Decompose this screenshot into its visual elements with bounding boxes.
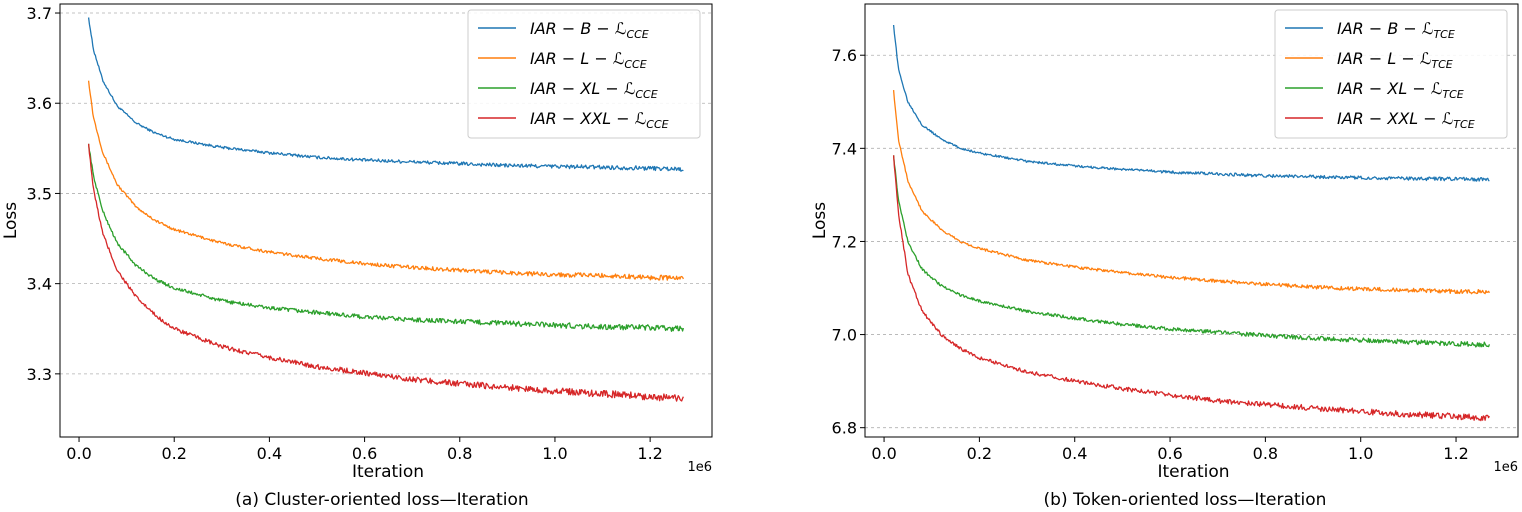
x-tick-label: 0.0 (66, 444, 91, 463)
figure-caption: (a) Cluster-oriented loss—Iteration (235, 490, 528, 510)
x-tick-label: 0.2 (967, 444, 992, 463)
series-line-iar-xxl (892, 155, 1490, 422)
series-line-iar-xl (892, 155, 1491, 348)
plot-frame (864, 3, 1519, 438)
figure-caption: (b) Token-oriented loss—Iteration (1044, 490, 1327, 510)
series-line-iar-xl (87, 143, 685, 332)
y-tick-label: 7.2 (832, 232, 857, 251)
y-axis-label: Loss (1, 202, 21, 239)
x-axis-label: Iteration (1157, 462, 1229, 482)
x-tick-label: 0.8 (1253, 444, 1278, 463)
legend-label-iar-l: IAR − L − ℒCCE (530, 49, 647, 71)
x-tick-label: 0.4 (257, 444, 282, 463)
series-line-iar-l (87, 80, 684, 281)
y-tick-label: 7.4 (832, 139, 857, 158)
y-tick-label: 6.8 (832, 419, 857, 438)
y-tick-label: 3.7 (27, 4, 52, 23)
legend-label-iar-xxl: IAR − XXL − ℒCCE (530, 109, 669, 131)
y-tick-label: 7.0 (832, 326, 857, 345)
series-line-iar-b (87, 17, 684, 172)
x-axis-exponent: 1e6 (1493, 460, 1518, 475)
legend-box (467, 9, 701, 139)
x-tick-label: 0.2 (161, 444, 186, 463)
plot-frame (59, 3, 713, 438)
x-axis-exponent: 1e6 (687, 460, 712, 475)
y-axis-label: Loss (810, 202, 830, 239)
legend: IAR − B − ℒTCE IAR − L − ℒTCE IAR − XL − ℒ… (1274, 9, 1508, 139)
legend-label-iar-xl: IAR − XL − ℒCCE (530, 79, 658, 101)
legend-label-iar-l: IAR − L − ℒTCE (1337, 49, 1453, 71)
legend: IAR − B − ℒCCE IAR − L − ℒCCE IAR − XL − ℒ… (467, 9, 701, 139)
x-tick-label: 1.0 (542, 444, 567, 463)
y-tick-label: 7.6 (832, 46, 857, 65)
y-tick-label: 3.4 (27, 275, 52, 294)
chart-cluster-oriented-loss: 0.0 0.2 0.4 0.6 0.8 1.0 1.2 3.3 3.4 3.5 3.6 3.7 Iter… (1, 3, 713, 510)
x-tick-label: 1.2 (637, 444, 662, 463)
legend-label-iar-b: IAR − B − ℒCCE (530, 19, 649, 41)
x-tick-label: 0.8 (447, 444, 472, 463)
y-tick-label: 3.3 (27, 365, 52, 384)
series-line-iar-b (892, 24, 1490, 182)
series-line-iar-l (892, 90, 1490, 295)
legend-label-iar-xl: IAR − XL − ℒTCE (1337, 79, 1464, 101)
legend-label-iar-b: IAR − B − ℒTCE (1337, 19, 1455, 41)
y-tick-label: 3.5 (27, 184, 52, 203)
x-tick-label: 0.6 (352, 444, 377, 463)
x-tick-label: 1.2 (1443, 444, 1468, 463)
chart-token-oriented-loss: 0.0 0.2 0.4 0.6 0.8 1.0 1.2 6.8 7.0 7.2 7.4 7.6 Iter… (810, 3, 1519, 510)
x-axis-label: Iteration (352, 462, 424, 482)
y-tick-label: 3.6 (27, 94, 52, 113)
legend-box (1274, 9, 1508, 139)
legend-label-iar-xxl: IAR − XXL − ℒTCE (1337, 109, 1475, 131)
x-tick-label: 1.0 (1348, 444, 1373, 463)
x-tick-label: 0.0 (871, 444, 896, 463)
series-line-iar-xxl (87, 143, 684, 402)
x-tick-label: 0.4 (1062, 444, 1087, 463)
x-tick-label: 0.6 (1157, 444, 1182, 463)
